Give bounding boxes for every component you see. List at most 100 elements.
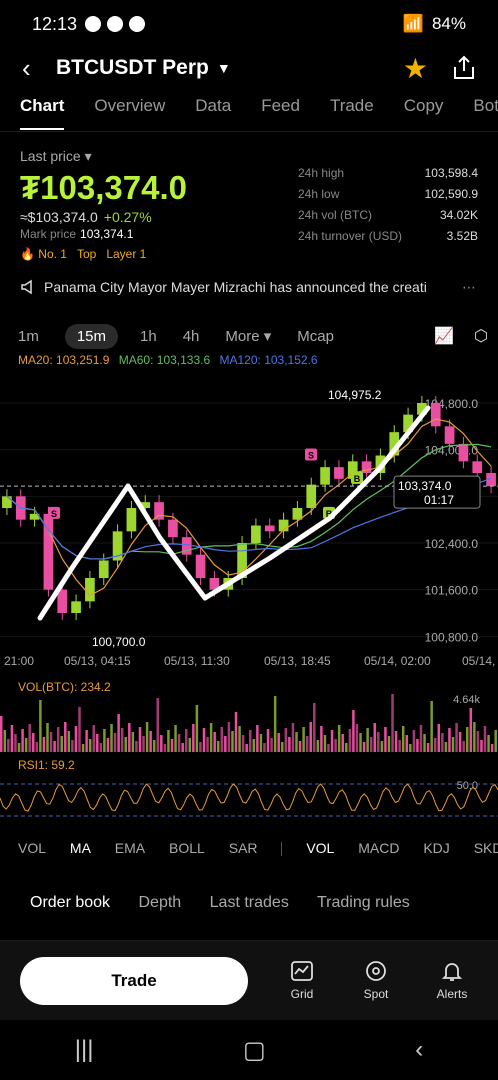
volume-bar xyxy=(216,741,220,752)
stat-row: 24h turnover (USD) 3.52B xyxy=(298,229,478,250)
tab-trade[interactable]: Trade xyxy=(329,96,374,115)
badge-rank[interactable]: 🔥 No. 1 xyxy=(20,247,67,261)
volume-bar xyxy=(263,743,266,752)
tab-overview[interactable]: Overview xyxy=(94,96,166,115)
price-chart[interactable]: 104,800.0104,000.0103,200.0102,400.0101,… xyxy=(0,368,498,648)
volume-chart[interactable] xyxy=(0,690,498,752)
back-icon[interactable]: ‹ xyxy=(415,1036,424,1063)
candle xyxy=(57,589,68,613)
price-change: +0.27% xyxy=(103,209,152,225)
tab-depth[interactable]: Depth xyxy=(138,894,182,911)
tab-order-book[interactable]: Order book xyxy=(30,894,111,911)
volume-bar xyxy=(202,728,206,752)
system-nav-bar: ||| ▢ ‹ xyxy=(0,1020,498,1080)
volume-bar xyxy=(430,701,433,752)
y-tick: 102,400.0 xyxy=(425,537,479,551)
volume-bar xyxy=(309,722,312,752)
badge-top[interactable]: Top xyxy=(76,247,97,261)
settings-hex-icon[interactable]: ⬡ xyxy=(474,328,488,345)
volume-bar xyxy=(480,740,483,752)
volume-bar xyxy=(409,744,412,752)
tab-data[interactable]: Data xyxy=(195,96,232,115)
ind-sar[interactable]: SAR xyxy=(228,840,258,856)
usd-price: ≈$103,374.0 xyxy=(20,209,98,225)
ind-vol-main[interactable]: VOL xyxy=(18,840,47,856)
candle xyxy=(29,513,40,520)
tab-feed[interactable]: Feed xyxy=(261,96,300,115)
volume-bar xyxy=(259,734,263,752)
candle xyxy=(334,467,344,479)
volume-bar xyxy=(28,724,31,752)
volume-bar xyxy=(302,727,305,752)
volume-bar xyxy=(345,743,348,752)
badge-layer[interactable]: Layer 1 xyxy=(106,247,147,261)
ind-macd[interactable]: MACD xyxy=(358,840,400,856)
indicator-bar: VOL MA EMA BOLL SAR VOL MACD KDJ SKDJ B xyxy=(18,840,498,857)
interval-4h[interactable]: 4h xyxy=(182,327,200,345)
ind-ma[interactable]: MA xyxy=(69,840,91,856)
volume-bar xyxy=(405,735,409,752)
ind-vol[interactable]: VOL xyxy=(306,840,335,856)
candle xyxy=(403,414,413,433)
candle xyxy=(154,502,164,520)
volume-bar xyxy=(373,723,376,752)
alerts-button[interactable]: Alerts xyxy=(422,959,482,1001)
volume-bar xyxy=(419,725,423,752)
share-icon[interactable] xyxy=(452,55,476,81)
ind-kdj[interactable]: KDJ xyxy=(423,840,450,856)
volume-bar xyxy=(394,731,398,752)
rsi-chart[interactable] xyxy=(0,770,498,826)
rsi-level: 50.0 xyxy=(456,780,478,792)
volume-label: VOL(BTC): 234.2 xyxy=(18,680,111,694)
tab-trading-rules[interactable]: Trading rules xyxy=(316,894,410,911)
more-icon[interactable]: ⋯ xyxy=(462,278,476,295)
volume-bar xyxy=(142,736,145,752)
volume-bar xyxy=(71,740,74,752)
interval-mcap[interactable]: Mcap xyxy=(297,327,334,345)
interval-15m[interactable]: 15m xyxy=(64,323,119,349)
volume-bar xyxy=(416,739,419,752)
news-ticker[interactable]: Panama City Mayor Mayer Mizrachi has ann… xyxy=(20,276,490,298)
grid-button[interactable]: Grid xyxy=(272,959,332,1001)
caret-down-icon[interactable]: ▼ xyxy=(216,60,231,76)
volume-bar xyxy=(362,742,366,752)
ind-skdj[interactable]: SKDJ xyxy=(473,840,498,856)
back-chevron-icon[interactable]: ‹ xyxy=(22,52,31,83)
ind-boll[interactable]: BOLL xyxy=(169,840,205,856)
volume-bar xyxy=(174,725,177,752)
volume-bar xyxy=(96,734,99,752)
tab-bot[interactable]: Bot xyxy=(473,96,498,115)
volume-bar xyxy=(295,732,298,752)
volume-bar xyxy=(323,735,327,752)
pair-title[interactable]: BTCUSDT Perp xyxy=(56,56,209,79)
ind-ema[interactable]: EMA xyxy=(114,840,146,856)
volume-bar xyxy=(3,730,7,752)
trade-button[interactable]: Trade xyxy=(20,957,248,1005)
tab-copy[interactable]: Copy xyxy=(403,96,444,115)
volume-bar xyxy=(437,724,441,752)
volume-bar xyxy=(206,737,209,752)
interval-more[interactable]: More ▾ xyxy=(225,328,272,345)
news-text[interactable]: Panama City Mayor Mayer Mizrachi has ann… xyxy=(44,279,427,295)
recents-icon[interactable]: ||| xyxy=(74,1036,94,1063)
tab-last-trades[interactable]: Last trades xyxy=(209,894,289,911)
volume-bar xyxy=(487,735,490,752)
battery-level: 84% xyxy=(431,14,466,33)
volume-bar xyxy=(14,734,17,752)
interval-1m[interactable]: 1m xyxy=(18,327,39,345)
indicator-icon[interactable]: 📈 xyxy=(434,328,455,345)
ma60-label: MA60: 103,133.6 xyxy=(118,353,211,367)
volume-bar xyxy=(476,731,480,752)
volume-bar xyxy=(288,737,291,752)
star-icon[interactable]: ★ xyxy=(402,52,428,84)
volume-bar xyxy=(88,739,92,752)
candle xyxy=(181,537,192,555)
volume-bar xyxy=(238,726,241,752)
stat-label: 24h low xyxy=(298,187,340,201)
last-price-label[interactable]: Last price ▾ xyxy=(20,148,92,164)
tab-chart[interactable]: Chart xyxy=(20,96,65,130)
spot-button[interactable]: Spot xyxy=(346,959,406,1001)
home-icon[interactable]: ▢ xyxy=(243,1036,266,1064)
volume-bar xyxy=(49,732,53,752)
interval-1h[interactable]: 1h xyxy=(140,327,157,345)
